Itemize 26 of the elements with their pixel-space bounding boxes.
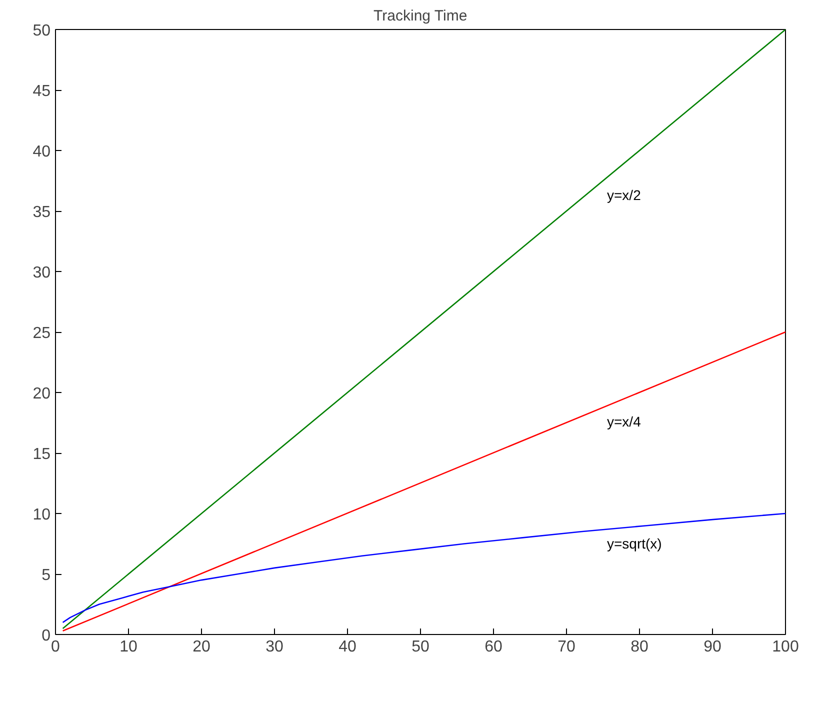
- x-tick-label: 20: [192, 638, 210, 656]
- y-tick-label: 15: [32, 446, 51, 463]
- x-tick-label: 70: [558, 638, 576, 656]
- series-label: y=sqrt(x): [607, 536, 662, 552]
- y-tick-label: 45: [32, 83, 51, 100]
- x-tick-label: 100: [772, 638, 799, 656]
- y-tick-label: 25: [32, 325, 51, 342]
- y-tick-label: 5: [42, 567, 51, 584]
- x-tick-label: 10: [120, 638, 138, 656]
- y-tick-label: 35: [32, 204, 51, 221]
- y-tick-label: 10: [32, 506, 51, 524]
- y-tick-label: 30: [32, 264, 51, 282]
- x-tick-label: 60: [484, 638, 502, 656]
- x-tick-label: 40: [338, 638, 356, 656]
- x-tick-label: 50: [412, 638, 430, 656]
- y-tick-label: 0: [42, 628, 51, 644]
- series-label: y=x/4: [607, 413, 642, 430]
- x-tick-label: 30: [266, 638, 284, 656]
- chart-title: Tracking Time: [374, 8, 468, 24]
- x-tick-label: 90: [704, 638, 722, 656]
- y-tick-label: 40: [32, 144, 51, 160]
- y-tick-label: 50: [32, 22, 51, 40]
- series-label: y=x/2: [607, 186, 642, 203]
- line-series: [62, 512, 786, 624]
- x-tick-label: 80: [630, 638, 648, 656]
- y-tick-label: 20: [32, 386, 51, 402]
